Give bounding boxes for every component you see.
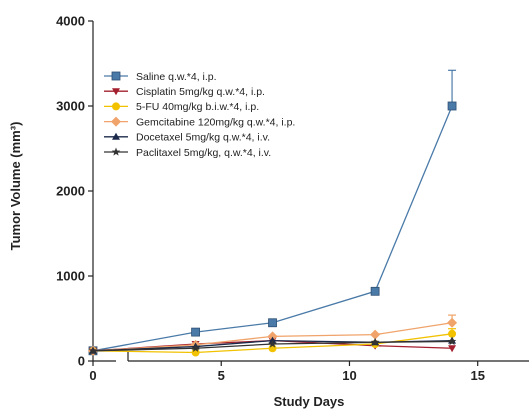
y-tick-label: 4000 <box>56 14 85 29</box>
y-tick-label: 2000 <box>56 184 85 199</box>
x-tick-label: 10 <box>342 368 356 383</box>
series-layer <box>88 69 458 357</box>
x-axis-title: Study Days <box>274 394 345 409</box>
legend-item-0: Saline q.w.*4, i.p. <box>104 71 217 83</box>
legend-label: Docetaxel 5mg/kg q.w.*4, i.v. <box>136 132 270 144</box>
data-point <box>370 337 380 346</box>
legend-swatch-marker <box>112 132 120 140</box>
data-point <box>88 346 98 355</box>
legend-item-1: Cisplatin 5mg/kg q.w.*4, i.p. <box>104 86 265 98</box>
legend-item-5: Paclitaxel 5mg/kg, q.w.*4, i.v. <box>104 147 271 159</box>
y-tick-label: 3000 <box>56 99 85 114</box>
data-point <box>191 327 200 337</box>
data-point <box>448 345 457 353</box>
x-tick-label: 5 <box>218 368 225 383</box>
legend-swatch-marker <box>112 102 120 111</box>
data-point <box>370 286 380 296</box>
y-tick-label: 1000 <box>56 269 85 284</box>
legend-label: Saline q.w.*4, i.p. <box>136 71 217 83</box>
data-point <box>448 329 457 338</box>
legend-swatch-marker <box>111 147 121 156</box>
data-point <box>447 317 458 328</box>
data-point <box>370 329 381 340</box>
legend-item-3: Gemcitabine 120mg/kg q.w.*4, i.p. <box>104 116 295 128</box>
legend-swatch-marker <box>111 116 121 127</box>
legend-label: Paclitaxel 5mg/kg, q.w.*4, i.v. <box>136 147 271 159</box>
axes: 0 1000 2000 3000 4000 0 5 10 15 <box>56 14 529 383</box>
y-axis-title: Tumor Volume (mm³) <box>8 122 23 251</box>
legend-label: Gemcitabine 120mg/kg q.w.*4, i.p. <box>136 116 295 128</box>
x-tick-label: 15 <box>470 368 484 383</box>
legend-item-4: Docetaxel 5mg/kg q.w.*4, i.v. <box>104 132 270 144</box>
data-point <box>267 331 278 342</box>
series-5 <box>88 336 457 355</box>
legend-swatch-marker <box>111 71 121 81</box>
y-tick-label: 0 <box>78 354 85 369</box>
data-point <box>447 101 457 111</box>
legend-swatch-marker <box>112 88 120 96</box>
data-point <box>268 318 277 328</box>
data-point <box>268 339 277 348</box>
x-tick-label: 0 <box>89 368 96 383</box>
data-point <box>191 343 200 352</box>
legend-label: 5-FU 40mg/kg b.i.w.*4, i.p. <box>136 101 259 113</box>
legend-label: Cisplatin 5mg/kg q.w.*4, i.p. <box>136 86 265 98</box>
legend: Saline q.w.*4, i.p. Cisplatin 5mg/kg q.w.… <box>104 71 295 159</box>
data-point <box>447 336 457 346</box>
legend-item-2: 5-FU 40mg/kg b.i.w.*4, i.p. <box>104 101 259 113</box>
